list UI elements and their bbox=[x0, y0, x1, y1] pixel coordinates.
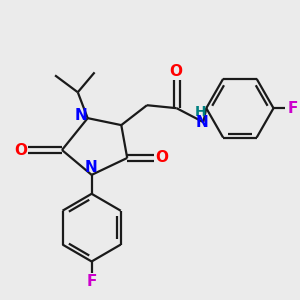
Text: N: N bbox=[84, 160, 97, 175]
Text: F: F bbox=[86, 274, 97, 289]
Text: F: F bbox=[288, 101, 298, 116]
Text: O: O bbox=[169, 64, 182, 79]
Text: H: H bbox=[194, 105, 206, 119]
Text: O: O bbox=[155, 151, 168, 166]
Text: O: O bbox=[14, 142, 27, 158]
Text: N: N bbox=[74, 108, 87, 123]
Text: N: N bbox=[196, 115, 209, 130]
